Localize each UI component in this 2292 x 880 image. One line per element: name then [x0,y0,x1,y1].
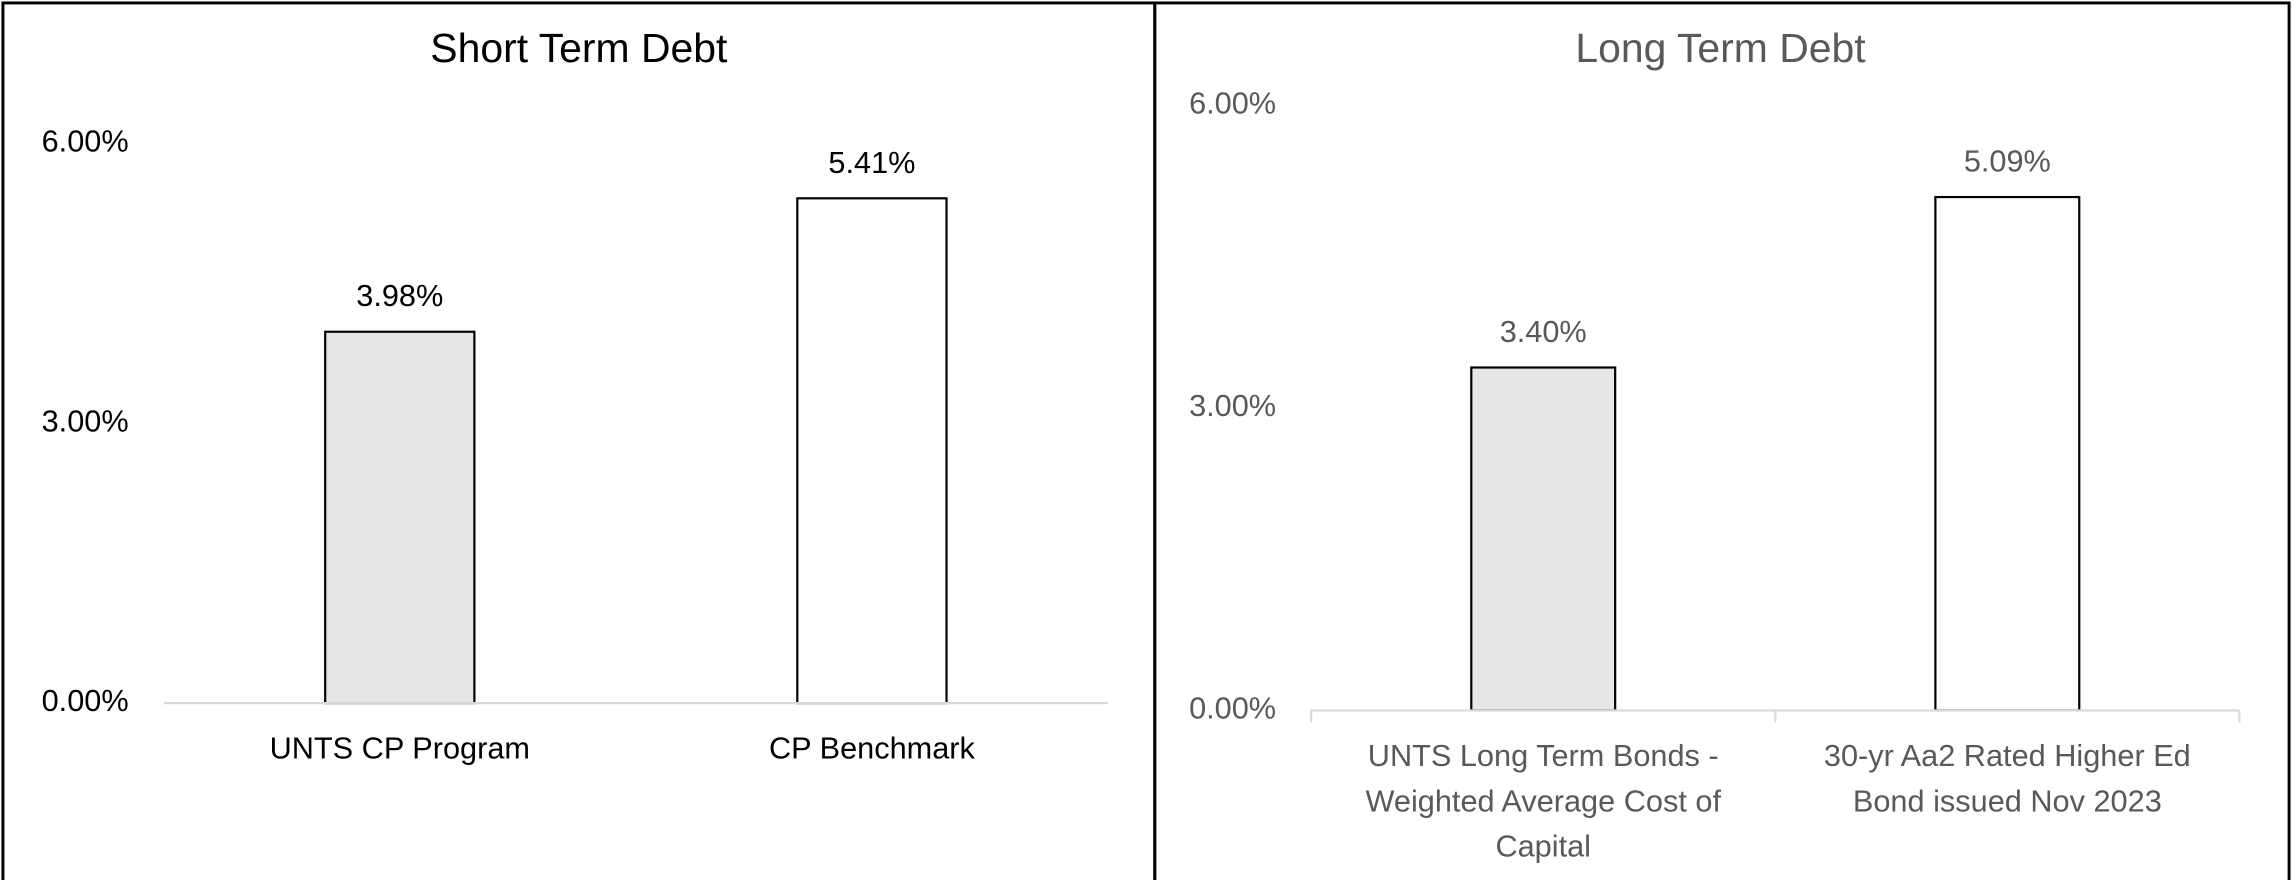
bar [324,330,476,705]
chart-title: Short Term Debt [430,25,728,71]
y-tick-label: 3.00% [1189,388,1276,423]
x-tick-label-box: CP Benchmark [768,732,975,766]
data-label: 5.41% [828,145,915,180]
data-label: 3.40% [1500,314,1587,349]
x-tick-label: CP Benchmark [768,732,975,766]
x-tick-label-box: UNTS Long Term Bonds - Weighted Average … [1365,739,1721,864]
x-tick-label: UNTS CP Program [269,732,530,766]
x-tick-label: UNTS Long Term Bonds - Weighted Average … [1365,739,1721,864]
chart-title: Long Term Debt [1575,25,1866,71]
data-label: 5.09% [1964,144,2051,179]
y-tick-label: 0.00% [1189,691,1276,726]
bar [1470,366,1617,712]
bar [796,197,948,705]
x-tick-label-box: UNTS CP Program [269,732,530,766]
data-label: 3.98% [356,278,443,313]
bar [1934,195,2081,712]
y-tick-label: 6.00% [42,123,129,158]
y-tick-label: 3.00% [42,403,129,438]
panel-border [1153,1,2291,880]
x-tick-label: 30-yr Aa2 Rated Higher Ed Bond issued No… [1823,739,2191,819]
y-tick-label: 6.00% [1189,85,1276,120]
y-tick-label: 0.00% [42,683,129,718]
x-tick-label-box: 30-yr Aa2 Rated Higher Ed Bond issued No… [1823,739,2191,819]
